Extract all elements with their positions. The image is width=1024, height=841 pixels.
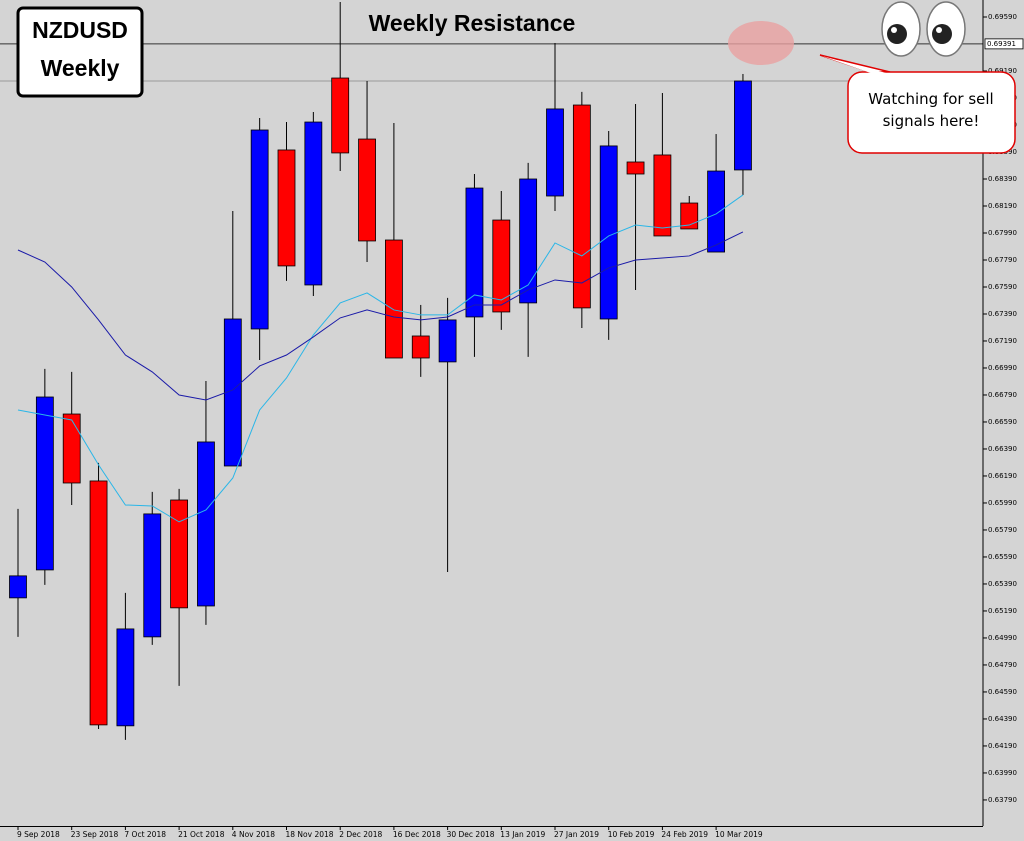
y-tick-label: 0.63990 xyxy=(988,769,1017,777)
candle-body xyxy=(277,149,296,267)
y-tick-label: 0.66390 xyxy=(988,445,1017,453)
y-tick-label: 0.67190 xyxy=(988,337,1017,345)
candle-body xyxy=(89,480,108,726)
candle-body xyxy=(331,77,350,154)
candle-body xyxy=(546,108,564,197)
candle-body xyxy=(707,170,725,253)
y-tick-label: 0.63790 xyxy=(988,796,1017,804)
candle-body xyxy=(223,318,242,467)
eyes-icon xyxy=(881,1,966,57)
callout-text: Watching for sell signals here! xyxy=(868,90,994,130)
candle-body xyxy=(9,575,27,599)
candle-body xyxy=(35,396,54,571)
x-tick-label: 21 Oct 2018 xyxy=(178,830,225,839)
y-tick-label: 0.65990 xyxy=(988,499,1017,507)
candle-body xyxy=(197,441,215,607)
candle-body xyxy=(358,138,376,242)
candle-body xyxy=(734,80,752,171)
subtitle: Weekly xyxy=(41,55,120,81)
moving-average xyxy=(17,231,744,401)
candle-body xyxy=(170,499,189,609)
y-tick-label: 0.64390 xyxy=(988,715,1017,723)
y-tick-label: 0.68390 xyxy=(988,175,1017,183)
y-tick-label: 0.65390 xyxy=(988,580,1017,588)
candle-body xyxy=(304,121,323,286)
candle-body xyxy=(116,628,135,727)
candle-body xyxy=(680,202,699,230)
y-tick-label: 0.65790 xyxy=(988,526,1017,534)
moving-average xyxy=(17,194,744,523)
y-tick-label: 0.66190 xyxy=(988,472,1017,480)
y-tick-label: 0.67390 xyxy=(988,310,1017,318)
x-tick-label: 9 Sep 2018 xyxy=(17,830,60,839)
candle-body xyxy=(492,219,511,313)
y-tick-label: 0.65190 xyxy=(988,607,1017,615)
y-tick-label: 0.67790 xyxy=(988,256,1017,264)
title: NZDUSD xyxy=(32,17,128,43)
y-tick-label: 0.64190 xyxy=(988,742,1017,750)
resistance-label: 0.69391 xyxy=(987,40,1016,48)
resistance-label-box xyxy=(984,38,1024,50)
candle-body xyxy=(62,413,81,484)
candle-body xyxy=(411,335,430,359)
x-tick-label: 27 Jan 2019 xyxy=(554,830,599,839)
x-tick-label: 24 Feb 2019 xyxy=(661,830,708,839)
candle-body xyxy=(384,239,403,359)
y-tick-label: 0.67990 xyxy=(988,229,1017,237)
y-tick-label: 0.64590 xyxy=(988,688,1017,696)
resistance-annotation: Weekly Resistance xyxy=(369,10,576,36)
y-tick-label: 0.66590 xyxy=(988,418,1017,426)
x-tick-label: 4 Nov 2018 xyxy=(232,830,275,839)
y-tick-label: 0.69190 xyxy=(988,67,1017,75)
y-tick-label: 0.65590 xyxy=(988,553,1017,561)
callout xyxy=(819,54,1016,154)
candle-body xyxy=(653,154,672,237)
x-tick-label: 18 Nov 2018 xyxy=(286,830,334,839)
x-tick-label: 30 Dec 2018 xyxy=(447,830,495,839)
x-tick-label: 10 Feb 2019 xyxy=(608,830,655,839)
x-tick-label: 16 Dec 2018 xyxy=(393,830,441,839)
y-tick-label: 0.67590 xyxy=(988,283,1017,291)
plot-area xyxy=(0,0,983,826)
y-tick-label: 0.64990 xyxy=(988,634,1017,642)
y-tick-label: 0.64790 xyxy=(988,661,1017,669)
candle-body xyxy=(599,145,618,320)
candle-body xyxy=(519,178,538,304)
candle-body xyxy=(250,129,269,330)
y-tick-label: 0.66790 xyxy=(988,391,1017,399)
candle-body xyxy=(572,104,591,309)
highlight-circle xyxy=(728,21,794,65)
x-tick-label: 2 Dec 2018 xyxy=(339,830,382,839)
y-tick-label: 0.69590 xyxy=(988,13,1017,21)
x-tick-label: 23 Sep 2018 xyxy=(71,830,119,839)
candle-body xyxy=(143,513,162,638)
candle-body xyxy=(438,319,457,363)
x-tick-label: 7 Oct 2018 xyxy=(124,830,166,839)
y-tick-label: 0.68190 xyxy=(988,202,1017,210)
x-tick-label: 10 Mar 2019 xyxy=(715,830,763,839)
title-box xyxy=(16,6,144,98)
x-tick-label: 13 Jan 2019 xyxy=(500,830,545,839)
candle-body xyxy=(465,187,484,318)
candle-body xyxy=(626,161,645,175)
y-tick-label: 0.66990 xyxy=(988,364,1017,372)
